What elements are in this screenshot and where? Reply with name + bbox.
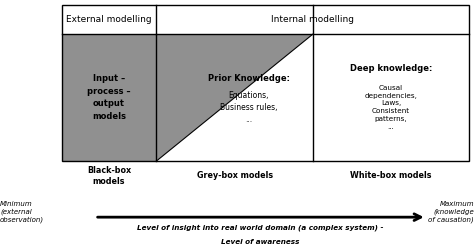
Bar [62,5,469,161]
Text: Deep knowledge:: Deep knowledge: [350,64,432,73]
Bar [62,34,469,161]
Text: Grey-box models: Grey-box models [197,171,273,180]
Text: Causal
dependencies,
Laws,
Consistent
patterns,
...: Causal dependencies, Laws, Consistent pa… [365,85,418,130]
Bar [62,34,156,161]
Text: Level of insight into real world domain (a complex system) -: Level of insight into real world domain … [137,224,384,231]
Polygon shape [156,34,313,161]
Text: Input –
process –
output
models: Input – process – output models [87,74,131,121]
Text: Black-box
models: Black-box models [87,166,131,186]
Text: Level of awareness: Level of awareness [221,239,300,244]
Text: Prior Knowledge:: Prior Knowledge: [208,74,290,82]
Text: Internal modelling: Internal modelling [271,15,355,24]
Text: White-box models: White-box models [350,171,432,180]
Text: External modelling: External modelling [66,15,152,24]
Text: Minimum
(external
observation): Minimum (external observation) [0,201,44,224]
Bar [313,34,469,161]
Text: Equations,
Business rules,
...: Equations, Business rules, ... [220,91,278,124]
Polygon shape [156,34,313,161]
Text: Maximum
(knowledge
of causation): Maximum (knowledge of causation) [428,201,474,223]
